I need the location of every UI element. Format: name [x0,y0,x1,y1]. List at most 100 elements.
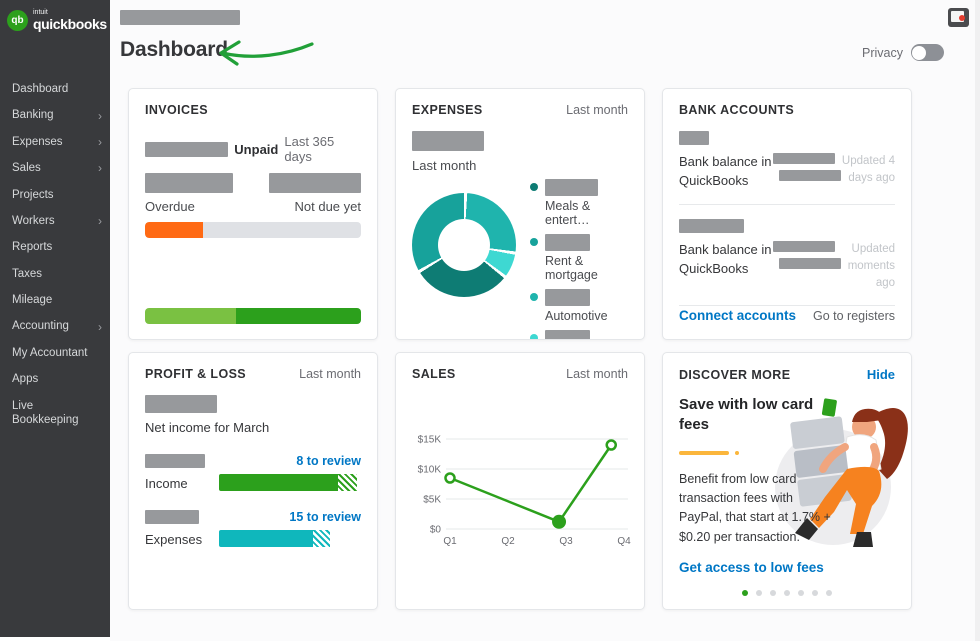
carousel-dot[interactable] [756,590,762,596]
legend-dot-travel [530,334,538,339]
invoices-range-label: Last 365 days [284,134,335,164]
legend-label-rent: Rent & mortgage [545,254,598,282]
sidebar-item-sales[interactable]: Sales › [0,155,110,181]
svg-text:Q4: Q4 [617,536,631,547]
redacted-legend-amount [545,289,590,306]
legend-label-automotive: Automotive [545,309,608,323]
get-access-link[interactable]: Get access to low fees [679,560,824,575]
sidebar-item-live-bookkeeping[interactable]: Live Bookkeeping [0,393,110,434]
main-content: Dashboard Privacy INVOICES Unpaid Last 3… [110,0,980,641]
redacted-company-name [120,10,240,25]
sidebar: qb intuit quickbooks Dashboard Banking › Ex… [0,0,110,637]
recording-pane [951,11,964,22]
quickbooks-logo[interactable]: qb intuit quickbooks [0,0,110,31]
redacted-net-income [145,395,217,413]
carousel-dot[interactable] [812,590,818,596]
sidebar-item-workers[interactable]: Workers › [0,208,110,234]
income-bar-solid [219,474,339,491]
chevron-right-icon: › [98,108,102,123]
redacted-balance [779,170,841,181]
invoices-card-title: INVOICES [145,103,208,117]
intuit-label: intuit [33,9,48,16]
sidebar-item-projects[interactable]: Projects [0,182,110,208]
carousel-dots [663,590,911,596]
sales-period[interactable]: Last month [566,367,628,381]
recording-indicator-icon[interactable] [948,8,969,27]
sidebar-item-label: Reports [12,241,53,254]
connect-accounts-link[interactable]: Connect accounts [679,308,797,323]
profit-loss-period[interactable]: Last month [299,367,361,381]
sidebar-item-label: Mileage [12,294,53,306]
expenses-donut-chart [412,193,516,297]
svg-text:Q3: Q3 [559,536,573,547]
sidebar-item-label: My Accountant [12,346,88,359]
legend-item[interactable]: Travel expenses [530,330,628,339]
redacted-not-due-amount [269,173,361,193]
paid-bar-light-segment [145,308,236,324]
bank-balance-label: Bank balance in QuickBooks [679,241,772,276]
sidebar-item-label: Workers [12,214,55,227]
svg-text:Q1: Q1 [443,536,457,547]
carousel-dot[interactable] [798,590,804,596]
carousel-dot[interactable] [826,590,832,596]
bank-card-title: BANK ACCOUNTS [679,103,795,117]
hide-link[interactable]: Hide [866,367,895,382]
sidebar-item-mileage[interactable]: Mileage [0,287,110,313]
expenses-bar-hatch [312,530,330,547]
redacted-income-amount [145,454,205,468]
brand-wordmark: intuit quickbooks [33,9,107,31]
chevron-right-icon: › [98,214,102,229]
discover-more-card: DISCOVER MORE Hide Save with low card fe… [662,352,912,610]
carousel-dot-active[interactable] [742,590,748,596]
expenses-caption: Last month [412,158,477,173]
svg-text:Q2: Q2 [501,536,515,547]
sales-line-chart: $0 $5K $10K $15K Q1 Q2 Q3 Q4 [418,435,631,548]
sidebar-item-my-accountant[interactable]: My Accountant [0,340,110,366]
sidebar-item-label: Dashboard [12,83,69,95]
privacy-toggle[interactable] [910,44,944,61]
expenses-period[interactable]: Last month [566,103,628,117]
chevron-right-icon: › [98,319,102,334]
scrollbar[interactable] [975,0,980,641]
svg-text:$5K: $5K [423,495,441,506]
redacted-overdue-amount [145,173,233,193]
redacted-balance [773,240,835,252]
carousel-dot[interactable] [784,590,790,596]
redacted-account-name [679,218,744,233]
discover-heading: Save with low card fees [679,396,814,434]
expenses-card-title: EXPENSES [412,103,483,117]
toggle-knob [912,45,927,60]
paid-progress-bar [145,308,361,324]
sidebar-item-label: Apps [12,373,39,386]
go-to-registers-link[interactable]: Go to registers [813,309,895,323]
sidebar-item-expenses[interactable]: Expenses › [0,129,110,155]
expenses-review-link[interactable]: 15 to review [289,510,361,524]
svg-text:$15K: $15K [418,435,442,446]
expenses-label: Expenses [145,532,203,547]
income-bar [219,474,361,491]
page-title: Dashboard [120,38,228,61]
legend-dot-rent [530,238,538,246]
sidebar-item-apps[interactable]: Apps [0,366,110,392]
sidebar-item-dashboard[interactable]: Dashboard [0,76,110,102]
profit-loss-card: PROFIT & LOSS Last month Net income for … [128,352,378,610]
sidebar-item-taxes[interactable]: Taxes [0,261,110,287]
sidebar-item-reports[interactable]: Reports [0,234,110,260]
sidebar-item-label: Live Bookkeeping [12,399,79,426]
carousel-dot[interactable] [770,590,776,596]
legend-item[interactable]: Rent & mortgage [530,234,628,282]
person-carrying-boxes-illustration [775,398,908,547]
legend-item[interactable]: Meals & entert… [530,179,628,227]
legend-item[interactable]: Automotive [530,289,628,323]
income-review-link[interactable]: 8 to review [296,454,361,468]
brand-name: quickbooks [33,16,107,32]
chevron-right-icon: › [98,161,102,176]
net-income-label: Net income for March [145,420,270,435]
sidebar-item-banking[interactable]: Banking › [0,102,110,128]
redacted-expenses-total [412,131,484,151]
bank-accounts-card: BANK ACCOUNTS Bank balance in QuickBooks… [662,88,912,340]
sidebar-item-label: Projects [12,188,54,201]
bank-updated-status: Updated 4 days ago [841,155,895,185]
sidebar-item-accounting[interactable]: Accounting › [0,313,110,339]
bank-account-row: Bank balance in QuickBooks Updated momen… [679,218,895,293]
